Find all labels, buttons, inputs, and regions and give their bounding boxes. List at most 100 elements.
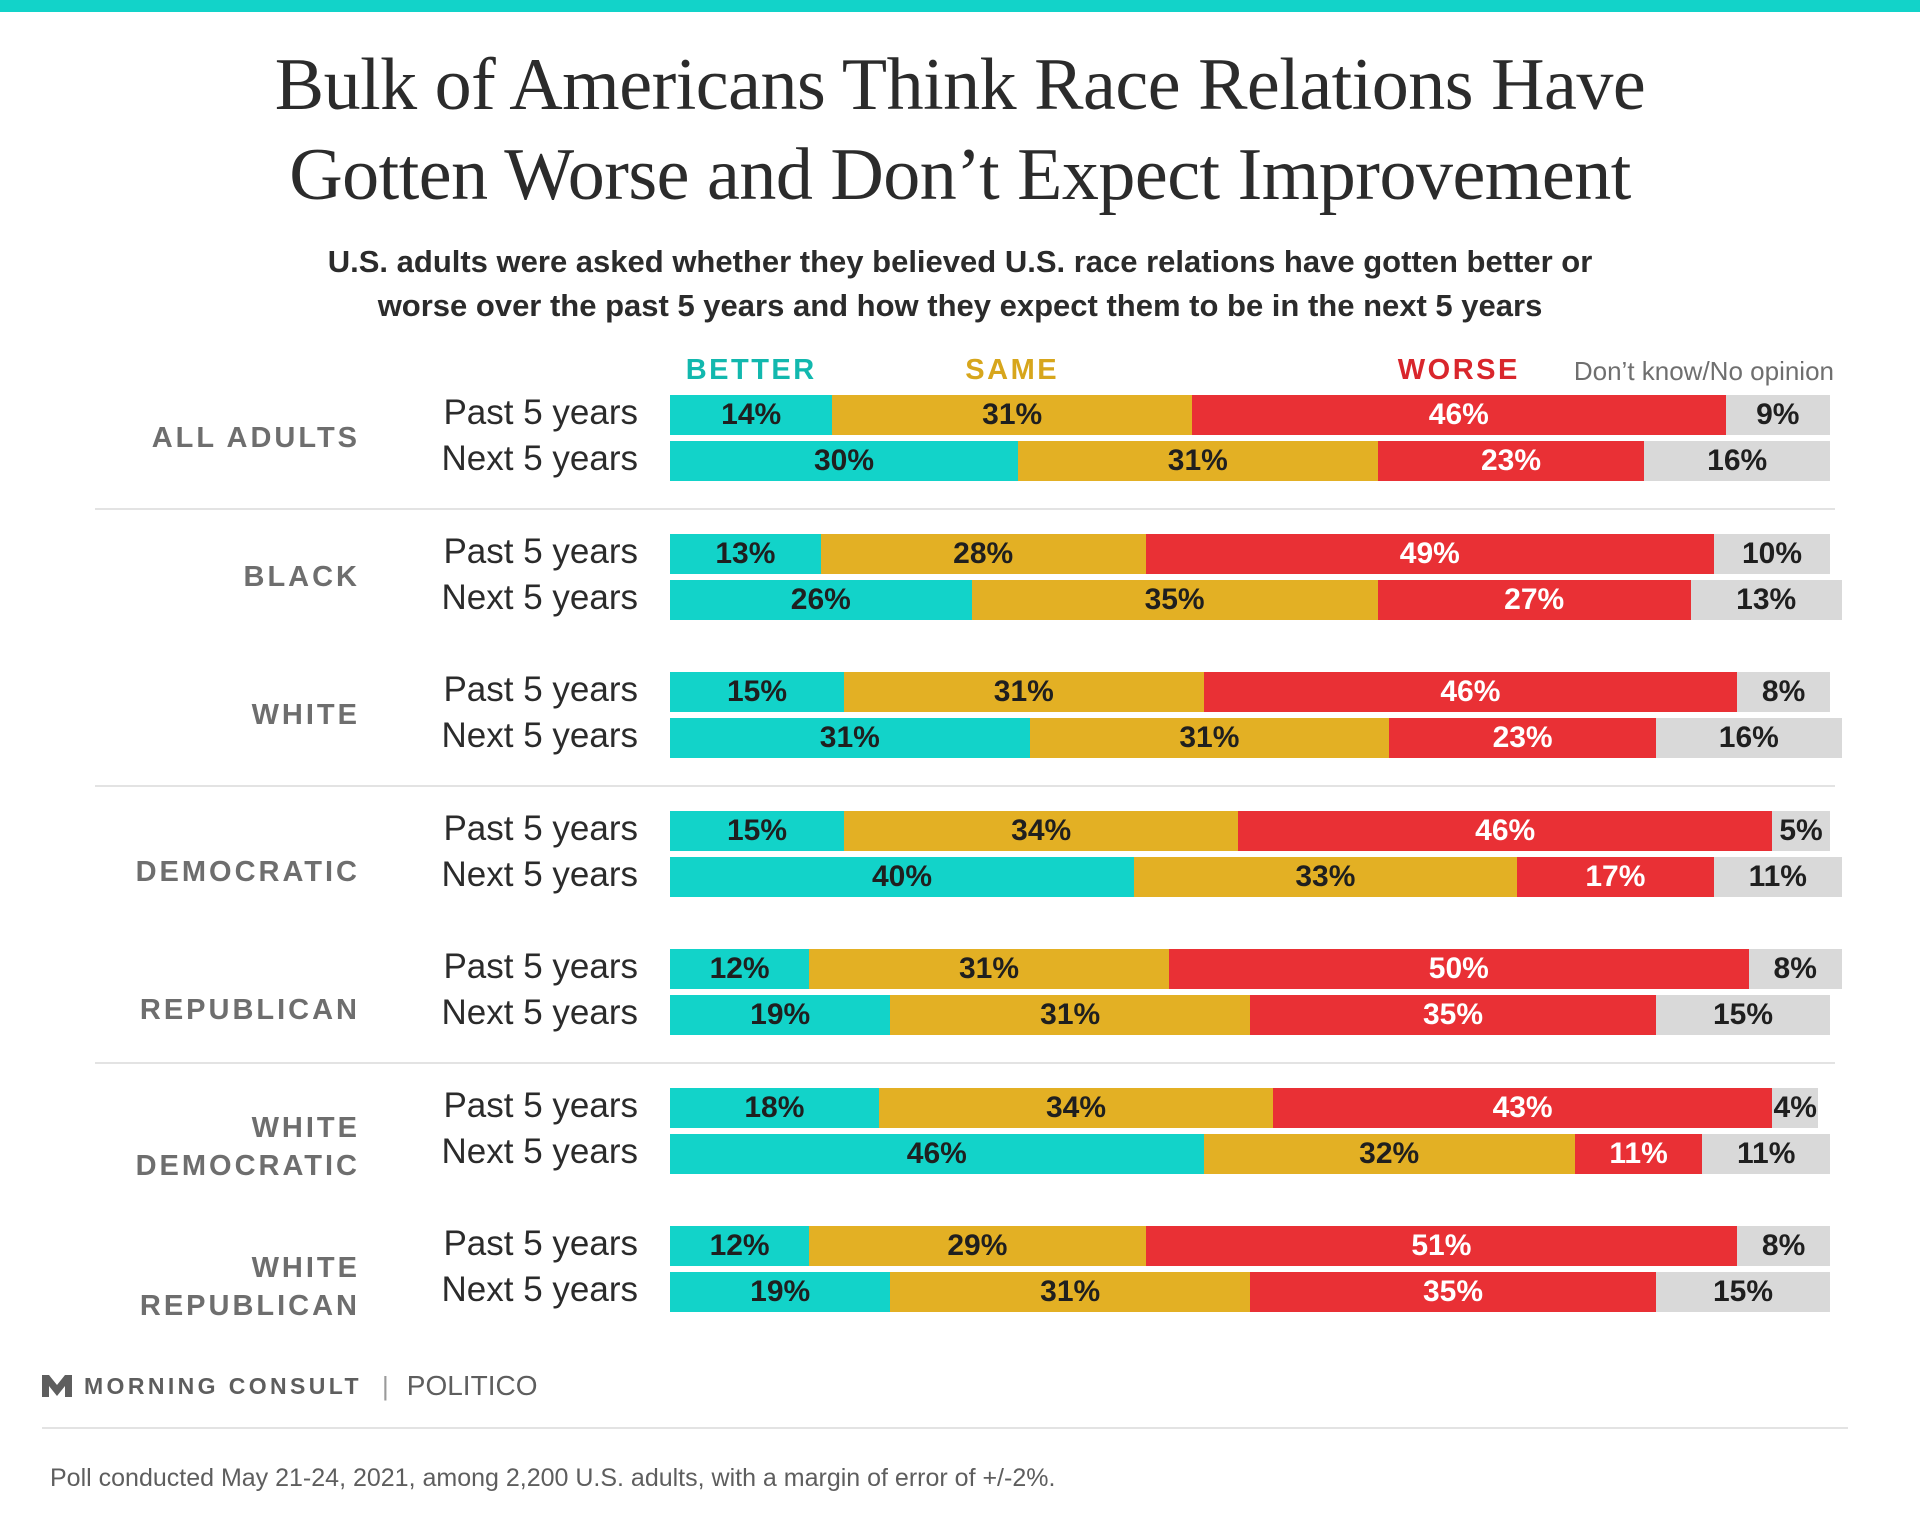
bar-segment-don-t-know-no-opinion: 8%: [1737, 672, 1830, 712]
bar-segment-same: 31%: [890, 995, 1250, 1035]
source-note: Poll conducted May 21-24, 2021, among 2,…: [50, 1464, 1056, 1492]
partner-name: POLITICO: [406, 1370, 538, 1401]
bar-segment-better: 14%: [670, 395, 833, 435]
bar-segment-same: 32%: [1203, 1133, 1575, 1174]
data-label: 29%: [947, 1229, 1008, 1262]
group-divider: [95, 508, 1835, 510]
data-label: 18%: [744, 1090, 805, 1124]
bar-segment-don-t-know-no-opinion: 10%: [1714, 533, 1830, 574]
data-label: 35%: [1422, 998, 1484, 1031]
data-label: 49%: [1399, 536, 1460, 570]
bar-segment-don-t-know-no-opinion: 11%: [1714, 856, 1842, 897]
bar-segment-worse: 49%: [1145, 533, 1714, 574]
data-label: 43%: [1492, 1090, 1553, 1124]
bar-segment-worse: 46%: [1192, 395, 1726, 435]
data-label: 10%: [1741, 536, 1803, 570]
bar-segment-better: 30%: [670, 441, 1018, 481]
data-label: 23%: [1480, 444, 1542, 477]
row-label-next-5-years: Next 5 years: [441, 1270, 638, 1309]
data-label: 28%: [953, 536, 1014, 570]
data-label: 32%: [1359, 1136, 1420, 1170]
data-label: 12%: [709, 952, 770, 985]
data-label: 34%: [1011, 813, 1072, 847]
bar-segment-same: 29%: [809, 1226, 1146, 1266]
bar-segment-worse: 50%: [1168, 949, 1749, 989]
chart-subtitle-line-1: U.S. adults were asked whether they beli…: [327, 244, 1593, 279]
bar-segment-worse: 27%: [1377, 579, 1691, 620]
data-label: 13%: [715, 536, 776, 570]
data-label: 31%: [993, 675, 1054, 708]
bar-segment-worse: 43%: [1273, 1087, 1772, 1128]
chart-subtitle-line-2: worse over the past 5 years and how they…: [377, 288, 1543, 323]
row-label-next-5-years: Next 5 years: [441, 716, 638, 755]
group-label-all-adults: ALL ADULTS: [60, 419, 360, 457]
bar-segment-don-t-know-no-opinion: 8%: [1748, 949, 1842, 989]
bar-segment-better: 13%: [670, 533, 821, 574]
bar-segment-don-t-know-no-opinion: 15%: [1656, 995, 1830, 1035]
data-label: 5%: [1779, 813, 1823, 847]
data-label: 19%: [750, 1275, 811, 1308]
group-divider: [95, 785, 1835, 787]
data-label: 35%: [1422, 1275, 1484, 1308]
data-label: 46%: [1428, 398, 1489, 431]
row-label-next-5-years: Next 5 years: [441, 993, 638, 1032]
bar-segment-same: 31%: [1029, 718, 1390, 758]
data-label: 46%: [1475, 813, 1536, 847]
bar-segment-better: 31%: [670, 718, 1030, 758]
data-label: 31%: [1167, 444, 1228, 477]
bar-segment-worse: 46%: [1203, 672, 1738, 712]
group-label-line: DEMOCRATIC: [135, 855, 360, 888]
bar-segment-worse: 11%: [1574, 1133, 1703, 1174]
group-divider: [95, 1062, 1835, 1064]
bar-segment-better: 26%: [670, 579, 972, 620]
group-label-line: WHITE: [251, 1111, 360, 1144]
bar-segment-better: 18%: [670, 1087, 879, 1128]
bar-segment-worse: 23%: [1389, 718, 1656, 758]
morning-consult-logo: MORNING CONSULT | POLITICO: [42, 1366, 537, 1406]
data-label: 16%: [1718, 721, 1779, 754]
group-label-republican: REPUBLICAN: [60, 991, 360, 1029]
group-label-line: WHITE: [251, 699, 360, 731]
legend-better: BETTER: [685, 354, 817, 386]
data-label: 19%: [750, 998, 811, 1031]
data-label: 34%: [1045, 1090, 1107, 1124]
bar-segment-same: 35%: [971, 579, 1378, 620]
data-label: 15%: [1712, 998, 1774, 1031]
group-label-line: WHITE: [251, 1252, 360, 1284]
bar-segment-don-t-know-no-opinion: 11%: [1702, 1133, 1830, 1174]
data-label: 4%: [1773, 1090, 1817, 1124]
row-label-past-5-years: Past 5 years: [443, 393, 638, 432]
legend-don-t-know-no-opinion: Don’t know/No opinion: [1573, 356, 1834, 386]
data-label: 51%: [1411, 1229, 1472, 1262]
bar-segment-better: 15%: [670, 810, 844, 851]
bar-segment-don-t-know-no-opinion: 16%: [1644, 441, 1830, 481]
data-label: 23%: [1492, 721, 1553, 754]
bar-segment-same: 34%: [844, 810, 1239, 851]
data-label: 11%: [1748, 859, 1807, 893]
group-label-democratic: DEMOCRATIC: [60, 853, 360, 891]
bar-segment-same: 33%: [1134, 856, 1517, 897]
bar-segment-better: 19%: [670, 995, 891, 1035]
data-label: 31%: [819, 721, 880, 754]
brand-name: MORNING CONSULT: [84, 1372, 363, 1399]
group-label-line: ALL ADULTS: [151, 422, 360, 454]
bar-segment-same: 31%: [890, 1272, 1250, 1312]
bar-segment-worse: 35%: [1250, 995, 1656, 1035]
morning-consult-mark-icon: [42, 1375, 72, 1397]
bar-segment-better: 12%: [670, 949, 810, 989]
data-label: 14%: [721, 398, 782, 431]
bar-segment-don-t-know-no-opinion: 4%: [1772, 1087, 1819, 1128]
legend-worse: WORSE: [1397, 354, 1520, 386]
bar-segment-same: 31%: [832, 395, 1192, 435]
data-label: 46%: [906, 1136, 967, 1170]
bar-segment-don-t-know-no-opinion: 16%: [1656, 718, 1842, 758]
data-label: 50%: [1428, 952, 1489, 985]
data-label: 31%: [1040, 1275, 1101, 1308]
data-label: 35%: [1144, 582, 1205, 616]
row-label-past-5-years: Past 5 years: [443, 808, 638, 848]
chart-title-line-2: Gotten Worse and Don’t Expect Improvemen…: [289, 134, 1631, 216]
row-label-past-5-years: Past 5 years: [443, 531, 638, 571]
data-label: 8%: [1773, 952, 1817, 985]
data-label: 8%: [1761, 1229, 1806, 1262]
